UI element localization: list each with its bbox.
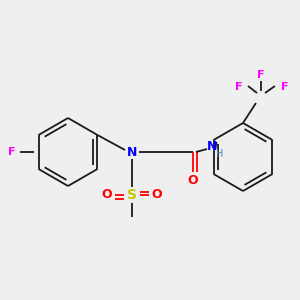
Text: O: O — [152, 188, 162, 202]
Text: H: H — [216, 149, 224, 159]
Text: O: O — [102, 188, 112, 202]
Text: F: F — [8, 147, 16, 157]
Text: F: F — [281, 82, 289, 92]
Text: F: F — [235, 82, 243, 92]
Text: N: N — [127, 146, 137, 158]
Text: O: O — [188, 173, 198, 187]
Text: S: S — [127, 188, 137, 202]
Text: F: F — [257, 70, 265, 80]
Text: N: N — [207, 140, 217, 154]
